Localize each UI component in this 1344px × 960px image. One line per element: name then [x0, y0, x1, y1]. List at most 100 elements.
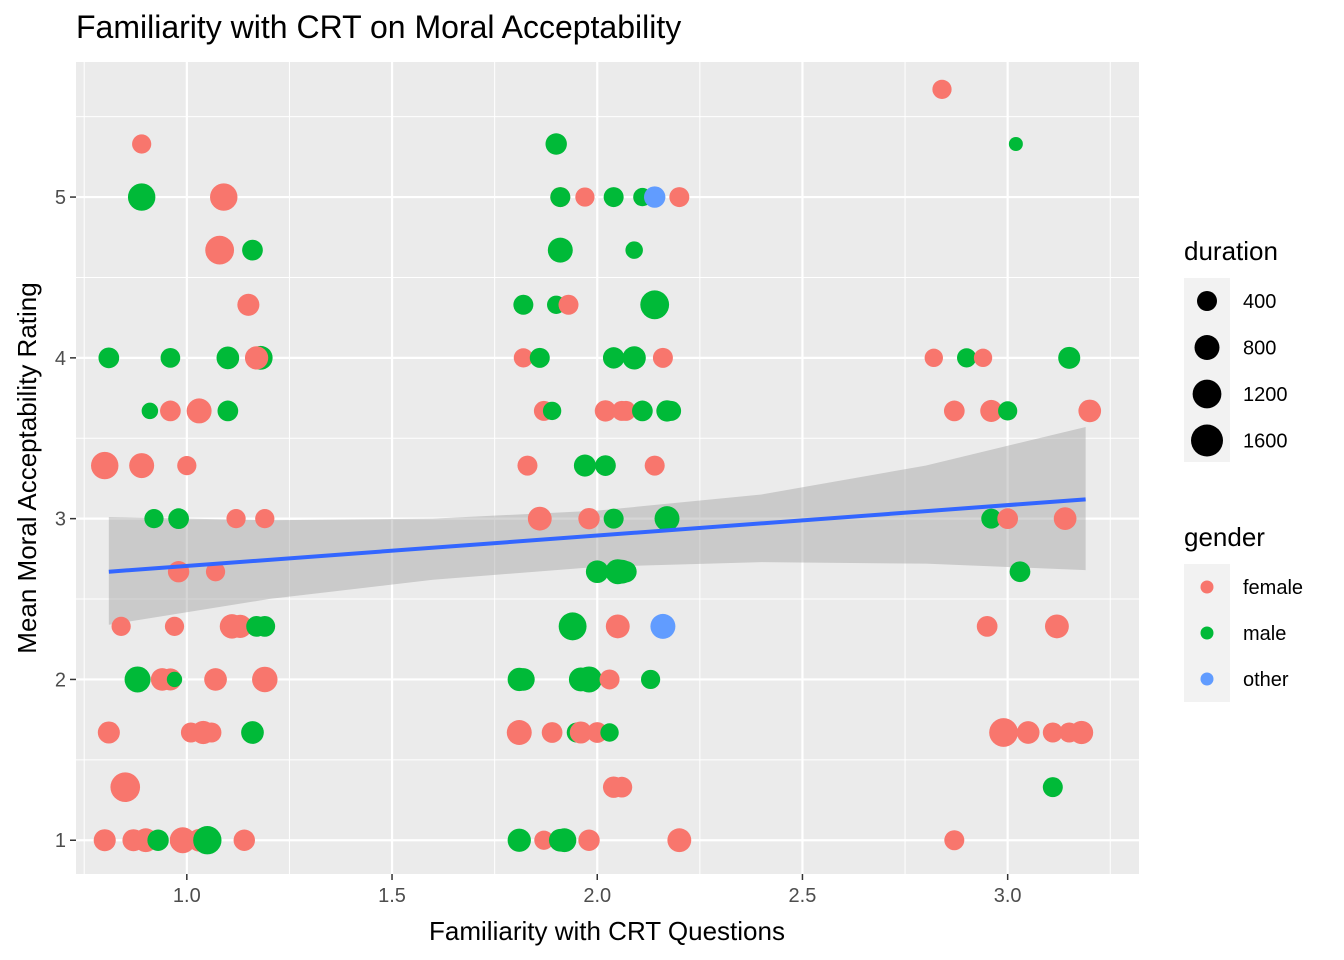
data-point-male [552, 828, 577, 853]
data-point-male [166, 671, 183, 688]
data-point-male [241, 721, 264, 744]
data-point-female [228, 614, 252, 639]
data-point-male [254, 616, 276, 637]
data-point-female [226, 509, 246, 529]
data-point-male [585, 560, 609, 584]
data-point-female [605, 614, 630, 639]
data-point-female [1044, 614, 1069, 639]
y-axis-title: Mean Moral Acceptability Rating [12, 282, 42, 653]
data-point-male [512, 668, 535, 691]
data-point-female [201, 722, 222, 743]
trend-line [108, 497, 1086, 574]
color-legend-label: other [1243, 669, 1289, 691]
data-point-male [507, 828, 531, 852]
data-point-female [667, 828, 692, 853]
data-point-male [661, 400, 682, 421]
data-point-male [622, 346, 646, 370]
data-point-female [1016, 721, 1040, 744]
data-point-male [573, 454, 596, 477]
data-point-male [1008, 137, 1023, 152]
data-point-female [569, 721, 592, 744]
data-point-female [160, 400, 181, 422]
data-point-female [252, 666, 278, 693]
data-point-female [506, 720, 532, 745]
data-point-male [513, 294, 534, 315]
data-point-female [93, 829, 116, 852]
x-axis-title: Familiarity with CRT Questions [429, 916, 785, 946]
data-point-female [91, 451, 119, 480]
size-legend-label: 1600 [1243, 431, 1288, 453]
data-point-male [625, 241, 643, 259]
data-point-male [550, 187, 571, 208]
data-point-female [558, 294, 579, 315]
data-point-male [640, 290, 670, 320]
x-tick-label: 3.0 [994, 885, 1022, 907]
data-point-female [599, 669, 620, 690]
data-point-male [595, 455, 616, 476]
data-point-female [976, 616, 998, 637]
data-point-male [1042, 777, 1063, 798]
data-point-male [529, 347, 550, 368]
data-point-female [1042, 722, 1063, 743]
data-point-female [129, 453, 155, 479]
data-point-male [957, 348, 977, 368]
data-point-female [594, 400, 617, 422]
data-point-female [210, 183, 238, 211]
data-point-female [186, 398, 212, 424]
y-axis: 1 2 3 4 5 [55, 187, 76, 852]
data-point-male [545, 133, 567, 155]
data-point-male [603, 508, 624, 529]
data-point-female [578, 507, 600, 530]
data-point-female [205, 562, 226, 582]
data-point-female [944, 830, 965, 851]
data-point-female [534, 830, 554, 850]
chart-title: Familiarity with CRT on Moral Acceptabil… [76, 9, 681, 45]
data-point-male [141, 402, 159, 420]
x-tick-label: 1.0 [173, 885, 201, 907]
data-point-male [124, 666, 151, 693]
size-legend-key [1197, 291, 1217, 311]
data-point-female [132, 134, 152, 154]
data-point-male [547, 237, 573, 263]
data-point-female [527, 506, 552, 531]
data-point-male [615, 561, 637, 583]
data-point-male [600, 723, 619, 742]
data-points [91, 79, 1102, 855]
confidence-band [108, 426, 1086, 625]
data-point-female [644, 455, 665, 476]
confidence-band-area [108, 426, 1086, 625]
color-legend-title: gender [1184, 522, 1265, 552]
color-legend-label: female [1243, 577, 1303, 599]
data-point-female [513, 348, 533, 368]
data-point-female [578, 829, 600, 851]
size-legend-title: duration [1184, 236, 1278, 266]
x-tick-label: 2.0 [583, 885, 611, 907]
color-legend-key-other [1200, 672, 1214, 686]
data-point-male [217, 400, 239, 422]
data-point-male [654, 506, 680, 532]
size-legend-key [1191, 424, 1223, 457]
data-point-female [169, 827, 196, 854]
data-point-female [111, 616, 131, 636]
data-point-female [652, 347, 673, 368]
data-point-male [1058, 346, 1081, 369]
data-point-male [542, 401, 562, 421]
trend-line-path [108, 497, 1086, 574]
data-point-male [98, 347, 120, 369]
data-point-male [144, 509, 164, 529]
data-point-other [650, 613, 676, 639]
data-point-female [1078, 399, 1102, 423]
data-point-female [615, 400, 636, 421]
data-point-female [1069, 720, 1094, 745]
size-legend: duration 400 800 1200 1600 [1184, 236, 1288, 462]
data-point-male [576, 666, 603, 693]
data-point-female [237, 293, 260, 316]
data-point-male [558, 612, 587, 641]
data-point-female [244, 346, 269, 370]
data-point-male [640, 669, 661, 690]
x-tick-label: 2.5 [789, 885, 817, 907]
data-point-female [205, 235, 235, 265]
data-point-female [255, 509, 275, 529]
data-point-female [97, 721, 120, 744]
